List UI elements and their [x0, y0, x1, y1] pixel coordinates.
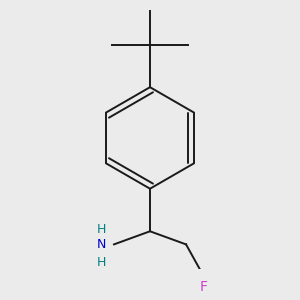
- Text: H: H: [96, 223, 106, 236]
- Text: N: N: [96, 238, 106, 251]
- Text: F: F: [200, 280, 208, 294]
- Text: H: H: [96, 256, 106, 269]
